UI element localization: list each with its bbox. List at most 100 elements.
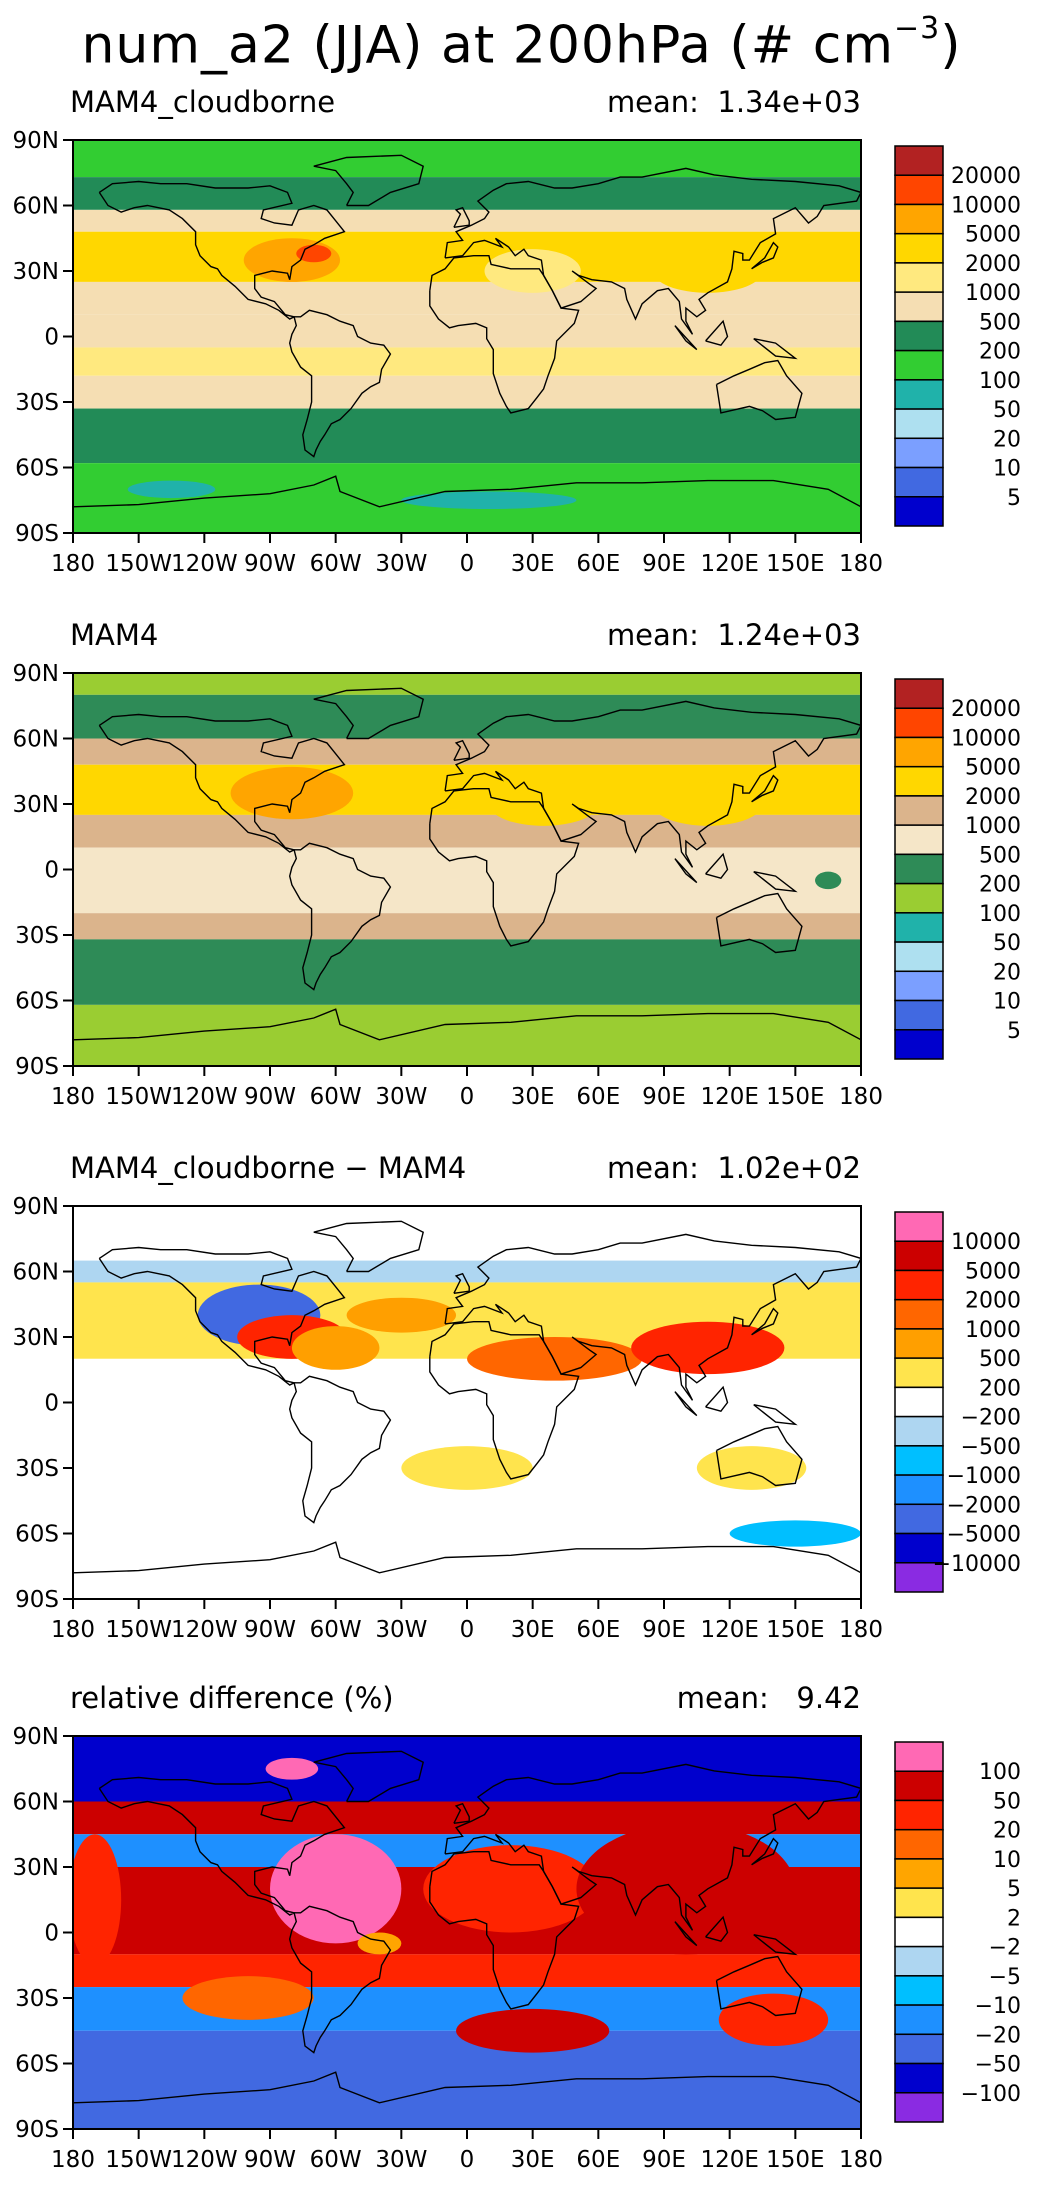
colorbar-label: −10 <box>975 1994 1021 2019</box>
colorbar-label: 10 <box>993 1848 1021 1873</box>
coastline <box>73 2071 861 2104</box>
coastline <box>674 325 698 351</box>
coastline <box>705 1385 729 1413</box>
coastline <box>313 154 425 207</box>
colorbar-swatch <box>894 1211 944 1242</box>
coastline <box>429 1851 580 2010</box>
coastline <box>98 713 346 853</box>
colorbar-swatch <box>894 1357 944 1389</box>
colorbar-swatch <box>894 912 944 943</box>
lon-tick-label: 60W <box>310 1084 362 1110</box>
colorbar-swatch <box>894 1503 944 1535</box>
lon-tick-label: 180 <box>51 1084 95 1110</box>
coastline <box>429 255 580 414</box>
colorbar-label: −20 <box>975 2023 1021 2048</box>
coastline <box>453 739 470 761</box>
colorbar-label: 1000 <box>965 1318 1021 1343</box>
lat-tick-label: 60S <box>15 2052 59 2078</box>
colorbar-swatch <box>894 349 944 381</box>
lat-tick-label: 60N <box>13 194 59 220</box>
contour-band <box>73 314 861 348</box>
contour-blob <box>696 1446 807 1490</box>
lat-tick-label: 30S <box>15 1986 59 2012</box>
coastline <box>444 700 861 868</box>
lon-tick-label: 30W <box>375 2147 427 2173</box>
coastline <box>429 788 580 947</box>
colorbar-label: −200 <box>961 1406 1021 1431</box>
lat-tick-label: 60S <box>15 456 59 482</box>
colorbar-swatch <box>894 1240 944 1272</box>
colorbar-label: −100 <box>961 2082 1021 2107</box>
colorbar-swatch <box>894 1029 944 1060</box>
panel-label: MAM4_cloudborne <box>70 85 336 119</box>
lon-tick-label: 120W <box>171 1084 238 1110</box>
coastline <box>753 338 798 360</box>
contour-blob <box>423 1845 599 1933</box>
contour-blob <box>243 238 341 282</box>
colorbar-swatch <box>894 1328 944 1359</box>
contour-band <box>73 140 861 178</box>
lon-tick-label: 180 <box>51 2147 95 2173</box>
lon-tick-label: 90W <box>244 2147 296 2173</box>
lon-tick-label: 120W <box>171 551 238 577</box>
contour-blob <box>182 1976 314 2020</box>
lon-tick-label: 60W <box>310 551 362 577</box>
lon-tick-label: 150E <box>766 1617 824 1643</box>
lon-tick-label: 30E <box>511 2147 555 2173</box>
contour-band <box>73 1801 861 1835</box>
colorbar-label: 50 <box>993 931 1021 956</box>
contour-band <box>73 1954 861 1988</box>
coastline <box>313 687 425 740</box>
colorbar-swatch <box>894 1945 944 1977</box>
colorbar-label: 10000 <box>951 726 1021 751</box>
contour-band <box>73 177 861 210</box>
colorbar-swatch <box>894 2062 944 2094</box>
coastline <box>715 1955 803 2017</box>
lon-tick-label: 30E <box>511 1084 555 1110</box>
coastline <box>674 1921 698 1947</box>
panel-mean: mean: 1.02e+02 <box>606 1151 861 1185</box>
lat-tick-label: 90S <box>15 2117 59 2143</box>
coastlines <box>73 154 861 508</box>
coastline <box>98 1246 346 1386</box>
lat-tick-label: 30S <box>15 1456 59 1482</box>
map-panel-difference: 90N 60N 30N 0 30S 60S 90S 180 150W 120W 90W 60W 30W 0… <box>0 1150 1043 1680</box>
lat-tick-label: 90S <box>15 521 59 547</box>
lon-tick-label: 30W <box>375 1084 427 1110</box>
lon-tick-label: 180 <box>51 1617 95 1643</box>
colorbar-swatch <box>894 1858 944 1889</box>
contour-band <box>73 1736 861 1802</box>
contour-blob <box>456 2008 610 2053</box>
lon-tick-label: 0 <box>460 1084 475 1110</box>
lon-tick-label: 60E <box>576 1084 620 1110</box>
colorbar-label: 2000 <box>965 785 1021 810</box>
coastline <box>705 1915 729 1943</box>
contour-blob <box>729 1520 861 1547</box>
panel-mean: mean: 1.24e+03 <box>606 618 861 652</box>
lat-tick-label: 30S <box>15 923 59 949</box>
lat-tick-label: 30N <box>13 1855 59 1881</box>
lon-tick-label: 120W <box>171 2147 238 2173</box>
colorbar-label: 20 <box>993 1819 1021 1844</box>
lat-tick-label: 30N <box>13 1325 59 1351</box>
contour-blob <box>346 1297 457 1333</box>
lon-tick-label: 120E <box>700 2147 758 2173</box>
colorbar-swatch <box>894 1532 944 1564</box>
colorbar: 20000 10000 5000 2000 1000 500 200 100 50 20 10 5 <box>894 145 1021 527</box>
colorbar-label: −2 <box>989 1936 1021 1961</box>
colorbar-label: 20 <box>993 960 1021 985</box>
lon-tick-label: 30W <box>375 551 427 577</box>
coastline <box>715 892 803 954</box>
colorbar-label: 5000 <box>965 223 1021 248</box>
contour-blob <box>265 1757 319 1780</box>
colorbar-swatch <box>894 320 944 352</box>
coastline <box>73 1541 861 1574</box>
colorbar-label: 500 <box>979 1347 1021 1372</box>
lon-tick-label: 90E <box>642 551 686 577</box>
colorbar-label: 20000 <box>951 164 1021 189</box>
contour-blob <box>83 1304 194 1348</box>
colorbar-swatch <box>894 2004 944 2036</box>
title-exponent: −3 <box>894 11 941 46</box>
coastline <box>288 842 392 991</box>
contour-blob <box>291 1326 380 1370</box>
